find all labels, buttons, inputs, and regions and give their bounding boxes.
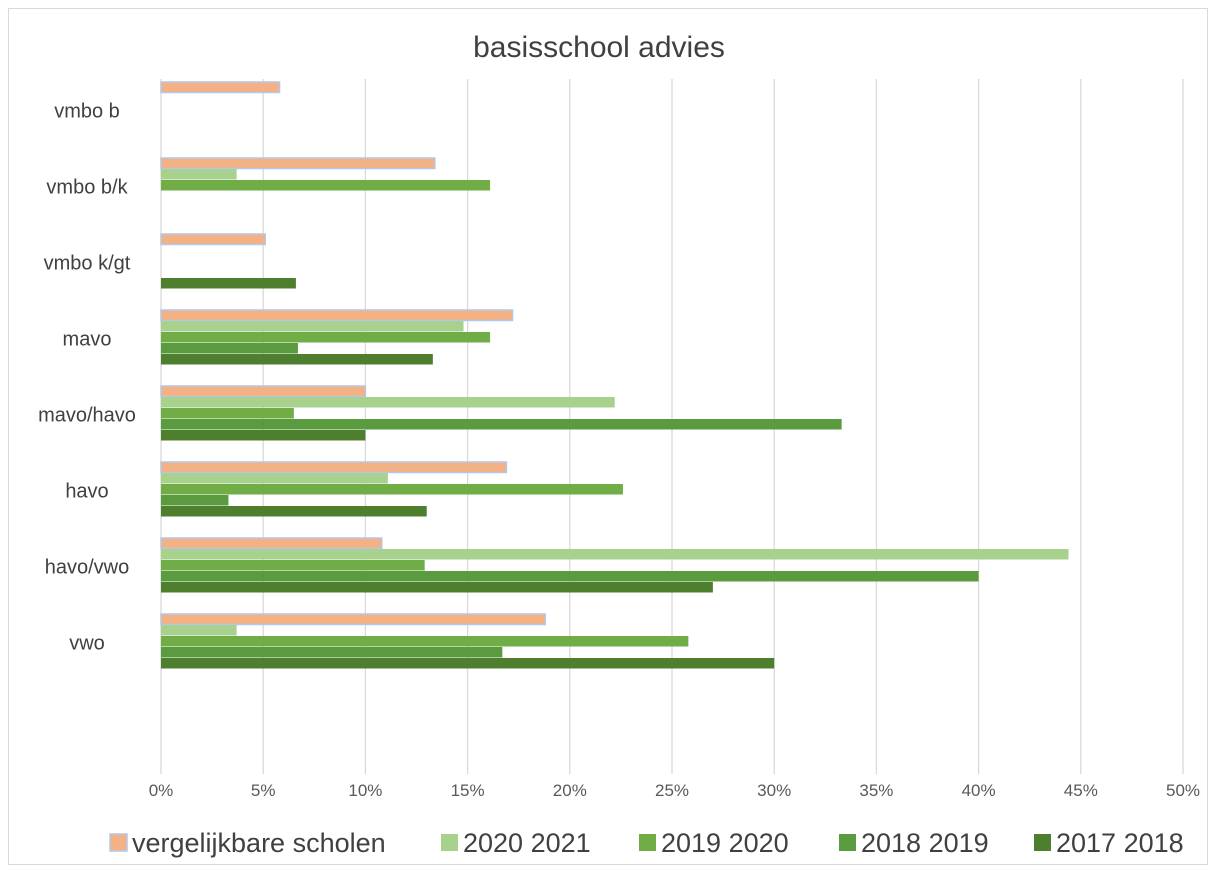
chart-area: basisschool advies vmbo b vmbo b/k vmbo k/…: [8, 8, 1208, 865]
bar: [161, 647, 503, 658]
category-label: vmbo b: [54, 100, 120, 122]
bar: [161, 560, 425, 571]
bar: [160, 157, 436, 170]
x-tick-label: 35%: [859, 781, 893, 800]
x-axis-tick-labels: 0% 5% 10% 15% 20% 25% 30% 35% 40% 45% 50%: [149, 781, 1200, 800]
bar-chart: basisschool advies vmbo b vmbo b/k vmbo k/…: [38, 31, 1200, 858]
x-tick-label: 20%: [553, 781, 587, 800]
bar: [161, 332, 491, 343]
legend-label: 2019 2020: [661, 828, 789, 858]
bar: [161, 625, 237, 636]
legend-swatch: [639, 834, 656, 851]
bar: [161, 419, 842, 430]
bar: [161, 484, 623, 495]
legend-swatch: [1034, 834, 1051, 851]
bar: [160, 385, 367, 398]
bar: [160, 537, 383, 550]
legend-label: vergelijkbare scholen: [132, 828, 386, 858]
bar: [160, 613, 547, 626]
bar: [161, 506, 427, 517]
bar: [161, 582, 713, 593]
bar: [161, 430, 366, 441]
bar: [161, 571, 979, 582]
bar: [161, 495, 229, 506]
bar: [160, 233, 266, 246]
legend-label: 2018 2019: [861, 828, 989, 858]
bar: [160, 461, 508, 474]
x-tick-label: 15%: [451, 781, 485, 800]
x-tick-label: 0%: [149, 781, 174, 800]
legend-label: 2020 2021: [463, 828, 591, 858]
bar: [161, 278, 296, 289]
x-tick-label: 40%: [962, 781, 996, 800]
bar: [161, 636, 689, 647]
bar: [161, 180, 491, 191]
x-tick-label: 25%: [655, 781, 689, 800]
bar: [160, 81, 281, 94]
category-label: havo/vwo: [45, 556, 130, 578]
bar: [161, 549, 1069, 560]
bar: [161, 473, 388, 484]
bar: [161, 397, 615, 408]
legend: vergelijkbare scholen 2020 2021 2019 2020 2…: [109, 828, 1184, 858]
category-label: mavo: [63, 328, 112, 350]
x-tick-label: 30%: [757, 781, 791, 800]
bar: [161, 408, 294, 419]
category-label: vmbo k/gt: [44, 252, 131, 274]
category-labels: vmbo b vmbo b/k vmbo k/gt mavo mavo/havo havo…: [38, 100, 136, 654]
bar: [161, 343, 298, 354]
bar: [161, 321, 464, 332]
legend-swatch: [441, 834, 458, 851]
x-tick-label: 45%: [1064, 781, 1098, 800]
bar: [160, 309, 514, 322]
legend-swatch: [109, 833, 128, 852]
x-tick-label: 50%: [1166, 781, 1200, 800]
bar: [161, 354, 433, 365]
category-label: vwo: [69, 632, 105, 654]
category-label: vmbo b/k: [46, 176, 128, 198]
x-tick-label: 5%: [251, 781, 276, 800]
x-tick-label: 10%: [348, 781, 382, 800]
bar: [161, 658, 775, 669]
legend-swatch: [839, 834, 856, 851]
bars: [160, 81, 1069, 669]
category-label: mavo/havo: [38, 404, 136, 426]
chart-title: basisschool advies: [473, 31, 725, 64]
legend-label: 2017 2018: [1056, 828, 1184, 858]
category-label: havo: [65, 480, 108, 502]
bar: [161, 169, 237, 180]
